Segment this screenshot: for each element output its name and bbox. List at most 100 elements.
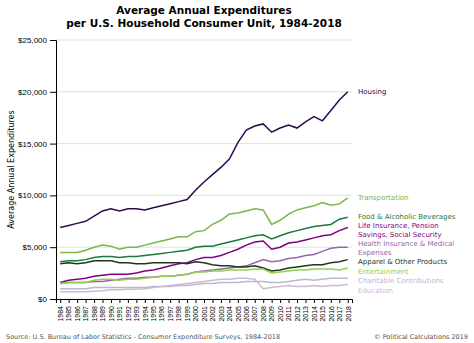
x-tick-label: 2017 bbox=[336, 306, 343, 322]
x-tick: 2009 bbox=[268, 299, 275, 322]
x-tick-label: 2005 bbox=[235, 306, 242, 322]
source-note: Source: U.S. Bureau of Labor Statistics … bbox=[6, 333, 280, 341]
x-tick-label: 1998 bbox=[175, 306, 182, 322]
x-tick-mark bbox=[94, 299, 95, 303]
series-label: Health Insurance & MedicalExpenses bbox=[358, 240, 454, 257]
x-tick-label: 2018 bbox=[345, 306, 352, 322]
y-tick-label: $10,000 bbox=[18, 191, 47, 200]
grid-line bbox=[56, 91, 352, 92]
x-tick-label: 1987 bbox=[82, 306, 89, 322]
series-label-line: Transportation bbox=[357, 194, 409, 202]
y-tick-label: $15,000 bbox=[18, 140, 47, 149]
x-tick: 2015 bbox=[319, 299, 326, 322]
x-tick-label: 1988 bbox=[91, 306, 98, 322]
series-label-line: Life Insurance, Pension bbox=[358, 222, 439, 230]
x-tick: 1984 bbox=[57, 299, 64, 322]
x-tick: 2013 bbox=[302, 299, 309, 322]
x-tick: 1991 bbox=[116, 299, 123, 322]
x-tick-label: 2010 bbox=[277, 306, 284, 322]
x-tick-label: 2011 bbox=[285, 306, 292, 321]
x-tick: 1988 bbox=[91, 299, 98, 322]
y-tick: $10,000 bbox=[18, 191, 56, 200]
x-tick-mark bbox=[297, 299, 298, 303]
x-tick: 1997 bbox=[167, 299, 174, 322]
x-tick-label: 1997 bbox=[167, 306, 174, 322]
x-tick: 1999 bbox=[184, 299, 191, 322]
x-tick: 2007 bbox=[251, 299, 258, 322]
source-note: © Political Calculations 2019 bbox=[374, 333, 468, 341]
y-tick-mark bbox=[50, 92, 56, 93]
series-label: Charitable Contributions bbox=[358, 277, 444, 285]
series-label-line: Savings, Social Security bbox=[358, 231, 442, 239]
x-tick: 1993 bbox=[133, 299, 140, 322]
x-tick: 1996 bbox=[158, 299, 165, 322]
x-tick-mark bbox=[246, 299, 247, 303]
series-line bbox=[60, 278, 348, 291]
x-tick-label: 2013 bbox=[302, 306, 309, 322]
x-tick-mark bbox=[103, 299, 104, 303]
x-tick-label: 1993 bbox=[133, 306, 140, 322]
series-label-line: Housing bbox=[358, 88, 386, 96]
y-tick: $20,000 bbox=[18, 88, 56, 97]
x-tick-mark bbox=[272, 299, 273, 303]
x-tick-label: 2012 bbox=[294, 306, 301, 322]
series-label-line: Health Insurance & Medical bbox=[358, 240, 454, 248]
series-label-line: Charitable Contributions bbox=[358, 277, 444, 285]
x-tick-label: 1990 bbox=[108, 306, 115, 322]
x-tick-label: 1999 bbox=[184, 306, 191, 322]
x-tick-label: 2000 bbox=[192, 306, 199, 322]
y-axis-line bbox=[50, 41, 57, 300]
title: Average Annual Expendituresper U.S. Hous… bbox=[66, 4, 342, 29]
x-tick: 1990 bbox=[108, 299, 115, 322]
x-tick-mark bbox=[60, 299, 61, 303]
series-label-line: Entertainment bbox=[358, 268, 409, 276]
series-label-line: Expenses bbox=[358, 249, 392, 257]
y-tick: $5,000 bbox=[23, 243, 56, 252]
x-tick-label: 2009 bbox=[268, 306, 275, 322]
x-tick: 2004 bbox=[226, 299, 233, 322]
title-line: per U.S. Household Consumer Unit, 1984-2… bbox=[66, 17, 342, 29]
x-tick: 2006 bbox=[243, 299, 250, 322]
x-tick-mark bbox=[86, 299, 87, 303]
series-label: Entertainment bbox=[358, 268, 409, 276]
grid-line bbox=[56, 143, 352, 144]
y-tick-mark bbox=[50, 40, 56, 41]
x-tick-label: 2001 bbox=[201, 306, 208, 322]
x-tick-label: 1985 bbox=[65, 306, 72, 322]
x-tick-mark bbox=[305, 299, 306, 303]
x-tick-label: 2008 bbox=[260, 306, 267, 322]
x-tick-mark bbox=[119, 299, 120, 303]
y-tick: $15,000 bbox=[18, 140, 56, 149]
y-axis: $0 $5,000 $10,000 $15,000 $20,000 $25,000 bbox=[18, 36, 56, 304]
chart: $0 $5,000 $10,000 $15,000 $20,000 $25,000 1984… bbox=[0, 0, 474, 343]
grid-line bbox=[56, 40, 352, 41]
series-line bbox=[60, 92, 348, 228]
series-labels: Housing Transportation Food & Alcoholic Be… bbox=[357, 88, 456, 295]
y-tick-label: $25,000 bbox=[18, 36, 47, 45]
x-tick-label: 2016 bbox=[328, 306, 335, 322]
x-tick-label: 1995 bbox=[150, 306, 157, 322]
x-tick: 2008 bbox=[260, 299, 267, 322]
x-tick-label: 2002 bbox=[209, 306, 216, 322]
x-tick-mark bbox=[153, 299, 154, 303]
y-tick-label: $5,000 bbox=[23, 243, 48, 252]
x-tick-mark bbox=[255, 299, 256, 303]
series-line bbox=[60, 247, 348, 283]
y-tick-mark bbox=[50, 299, 56, 300]
x-tick-mark bbox=[196, 299, 197, 303]
x-tick: 2018 bbox=[345, 299, 352, 322]
x-tick-label: 1989 bbox=[99, 306, 106, 322]
x-tick: 1995 bbox=[150, 299, 157, 322]
x-tick: 1992 bbox=[125, 299, 132, 322]
x-axis: 1984198519861987198819891990199119921993… bbox=[57, 299, 353, 322]
x-tick: 2011 bbox=[285, 299, 292, 321]
x-tick-mark bbox=[136, 299, 137, 303]
x-tick: 1985 bbox=[65, 299, 72, 322]
series-label: Food & Alcoholic Beverages bbox=[358, 213, 456, 221]
x-tick: 1994 bbox=[142, 299, 149, 322]
x-tick: 2005 bbox=[235, 299, 242, 322]
x-axis-line bbox=[57, 300, 353, 304]
x-tick: 2001 bbox=[201, 299, 208, 322]
y-tick-label: $0 bbox=[38, 295, 47, 304]
x-tick-mark bbox=[128, 299, 129, 303]
